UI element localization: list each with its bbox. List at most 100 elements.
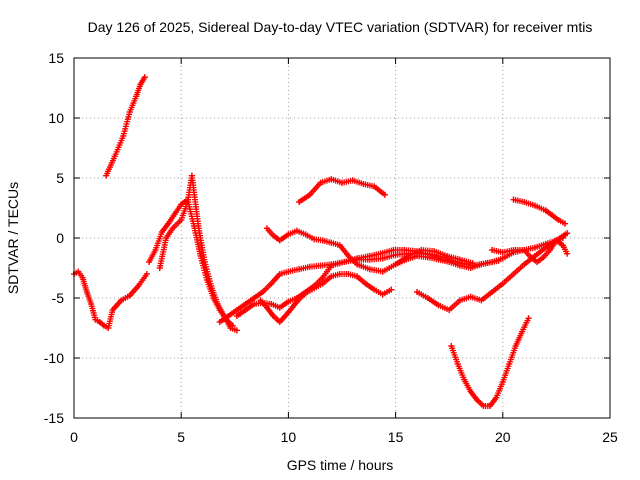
data-point xyxy=(319,274,326,281)
data-point xyxy=(259,289,266,295)
data-point xyxy=(257,297,264,304)
data-point xyxy=(263,225,270,232)
y-tick-label: 5 xyxy=(56,170,64,186)
data-point xyxy=(263,304,270,311)
data-markers xyxy=(103,74,148,179)
data-point xyxy=(534,259,541,265)
data-point xyxy=(424,254,431,261)
data-point xyxy=(418,247,425,253)
data-point xyxy=(546,247,553,253)
data-point xyxy=(103,172,110,179)
data-point xyxy=(336,242,343,249)
data-point xyxy=(549,212,556,219)
data-point xyxy=(75,268,82,275)
data-point xyxy=(293,227,300,234)
data-point xyxy=(158,229,165,235)
series-track-14 xyxy=(510,196,568,227)
y-tick-label: -10 xyxy=(44,350,64,366)
data-point xyxy=(146,259,153,265)
data-point xyxy=(135,283,142,289)
data-point xyxy=(302,290,309,297)
data-point xyxy=(328,273,335,280)
data-point xyxy=(317,179,324,186)
data-point xyxy=(214,301,221,307)
data-point xyxy=(143,271,150,277)
data-point xyxy=(120,133,127,139)
data-point xyxy=(561,220,568,227)
x-tick-label: 10 xyxy=(281,429,297,445)
data-point xyxy=(208,283,215,289)
data-point xyxy=(564,250,571,257)
data-point xyxy=(296,266,303,273)
series-track-13 xyxy=(489,237,571,265)
data-point xyxy=(339,179,345,186)
data-point xyxy=(345,271,352,277)
data-point xyxy=(141,74,148,81)
data-point xyxy=(362,280,369,287)
data-point xyxy=(311,285,318,292)
data-point xyxy=(478,261,485,268)
data-point xyxy=(480,403,487,409)
x-axis-label: GPS time / hours xyxy=(287,457,394,473)
data-point xyxy=(381,191,388,198)
data-point xyxy=(499,379,506,385)
data-point xyxy=(486,403,493,409)
data-point xyxy=(311,236,318,243)
data-point xyxy=(414,289,421,295)
data-point xyxy=(499,249,506,256)
data-point xyxy=(317,262,324,269)
data-point xyxy=(178,217,185,223)
data-point xyxy=(111,153,118,160)
x-tick-label: 5 xyxy=(177,429,185,445)
data-point xyxy=(169,225,176,232)
data-point xyxy=(171,211,178,217)
data-point xyxy=(195,223,202,229)
data-point xyxy=(461,376,468,383)
data-point xyxy=(270,313,277,319)
series-track-1 xyxy=(71,268,150,331)
data-point xyxy=(285,298,292,305)
data-point xyxy=(251,301,258,307)
data-point xyxy=(225,313,232,319)
data-point xyxy=(152,247,159,253)
data-point xyxy=(242,307,249,313)
data-point xyxy=(371,286,378,293)
data-point xyxy=(349,177,356,184)
x-tick-label: 20 xyxy=(495,429,511,445)
data-point xyxy=(184,199,191,205)
series-track-9 xyxy=(296,176,388,205)
data-point xyxy=(328,239,335,246)
data-point xyxy=(268,301,275,307)
series-track-8 xyxy=(257,271,395,325)
data-point xyxy=(414,253,421,259)
data-point xyxy=(555,217,562,223)
data-point xyxy=(431,248,438,255)
data-point xyxy=(499,280,506,287)
data-point xyxy=(137,81,144,88)
data-point xyxy=(467,388,474,395)
data-point xyxy=(319,237,326,244)
data-point xyxy=(345,253,352,259)
data-point xyxy=(133,93,140,100)
data-point xyxy=(542,207,549,214)
data-point xyxy=(341,259,348,265)
data-point xyxy=(379,268,386,275)
data-point xyxy=(392,251,399,258)
series-track-2 xyxy=(103,74,148,179)
data-point xyxy=(354,261,361,268)
data-point xyxy=(506,361,513,367)
data-point xyxy=(467,293,474,300)
data-point xyxy=(542,244,549,251)
data-point xyxy=(118,297,125,304)
data-point xyxy=(101,322,108,329)
data-point xyxy=(489,247,496,253)
data-point xyxy=(163,235,170,241)
data-point xyxy=(553,237,560,244)
data-point xyxy=(531,202,538,209)
data-point xyxy=(474,397,481,403)
data-point xyxy=(156,265,163,271)
data-markers xyxy=(510,196,568,227)
data-point xyxy=(390,247,397,253)
series-track-4 xyxy=(156,172,240,334)
